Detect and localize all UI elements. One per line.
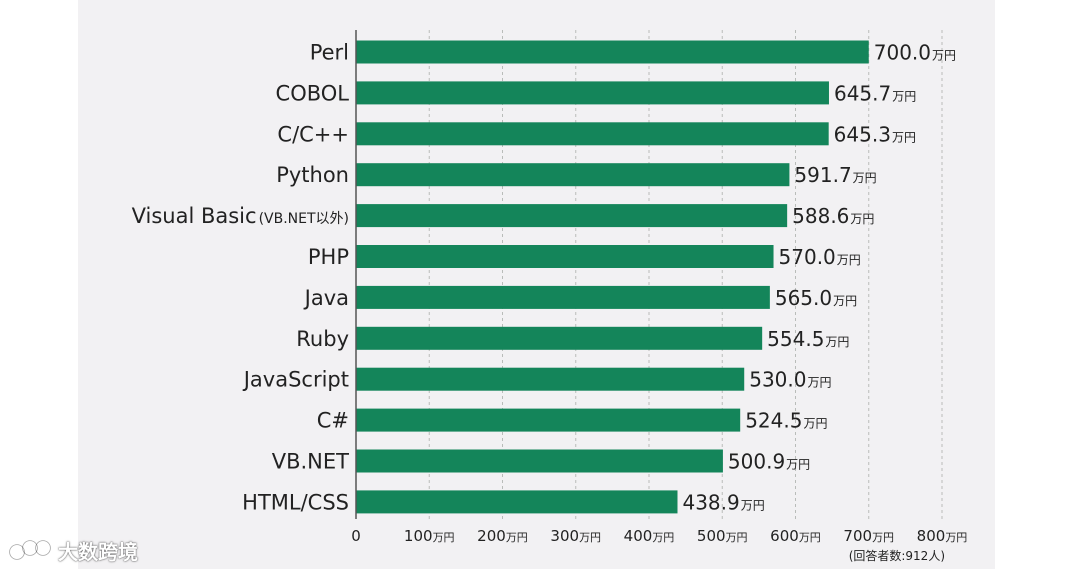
value-label-cobol: 645.7万円 bbox=[834, 81, 916, 105]
category-label-perl: Perl bbox=[310, 41, 349, 65]
category-label-html-css: HTML/CSS bbox=[242, 490, 349, 514]
value-label-visual-basic: 588.6万円 bbox=[792, 204, 874, 228]
bar-cobol bbox=[356, 81, 829, 105]
category-label-cobol: COBOL bbox=[276, 81, 350, 105]
value-label-vb-net: 500.9万円 bbox=[728, 450, 810, 474]
value-label-c: 524.5万円 bbox=[745, 409, 827, 433]
bar-java bbox=[356, 285, 770, 309]
value-label-ruby: 554.5万円 bbox=[767, 327, 849, 351]
x-tick-400: 400万円 bbox=[624, 527, 675, 545]
bar-visual-basic bbox=[356, 204, 788, 228]
category-label-c-c: C/C++ bbox=[277, 122, 349, 146]
value-label-html-css: 438.9万円 bbox=[682, 490, 764, 514]
value-labels: 700.0万円 645.7万円 645.3万円 591.7万円 588.6万円 570.0… bbox=[682, 41, 956, 515]
value-label-php: 570.0万円 bbox=[779, 245, 861, 269]
x-tick-labels: 0 100万円 200万円 300万円 400万円 500万円 600万円 700万円 800万… bbox=[351, 527, 967, 545]
bar-javascript bbox=[356, 367, 745, 391]
category-label-vb-net: VB.NET bbox=[272, 450, 349, 474]
watermark-text: 大数跨境 bbox=[58, 540, 138, 564]
category-labels: Perl COBOL C/C++ Python Visual Basic (VB.NET以… bbox=[132, 41, 350, 515]
category-label-java: Java bbox=[303, 286, 349, 310]
value-label-java: 565.0万円 bbox=[775, 286, 857, 310]
bar-perl bbox=[356, 40, 869, 64]
bars bbox=[356, 40, 869, 514]
x-tick-500: 500万円 bbox=[697, 527, 748, 545]
category-label-javascript: JavaScript bbox=[242, 368, 349, 392]
brand-logo-icon bbox=[9, 539, 51, 560]
value-label-javascript: 530.0万円 bbox=[749, 368, 831, 392]
value-label-perl: 700.0万円 bbox=[874, 41, 956, 65]
bar-ruby bbox=[356, 326, 763, 350]
x-tick-200: 200万円 bbox=[477, 527, 528, 545]
value-label-python: 591.7万円 bbox=[794, 163, 876, 187]
category-label-c: C# bbox=[317, 409, 349, 433]
x-tick-700: 700万円 bbox=[843, 527, 894, 545]
bar-c-c bbox=[356, 122, 829, 146]
bar-html-css bbox=[356, 490, 678, 514]
category-label-python: Python bbox=[276, 163, 349, 187]
category-label-visual-basic: Visual Basic (VB.NET以外) bbox=[132, 204, 349, 228]
x-tick-300: 300万円 bbox=[550, 527, 601, 545]
bar-c bbox=[356, 408, 741, 432]
x-tick-0: 0 bbox=[351, 527, 361, 545]
category-label-ruby: Ruby bbox=[296, 327, 349, 351]
bar-python bbox=[356, 163, 790, 187]
bar-vb-net bbox=[356, 449, 723, 473]
x-tick-800: 800万円 bbox=[917, 527, 968, 545]
x-tick-100: 100万円 bbox=[404, 527, 455, 545]
respondents-note: (回答者数:912人) bbox=[849, 548, 945, 563]
x-tick-600: 600万円 bbox=[770, 527, 821, 545]
bar-php bbox=[356, 245, 774, 268]
watermark: 大数跨境 bbox=[8, 536, 138, 565]
value-label-c-c: 645.3万円 bbox=[834, 122, 916, 146]
category-label-php: PHP bbox=[308, 245, 349, 269]
